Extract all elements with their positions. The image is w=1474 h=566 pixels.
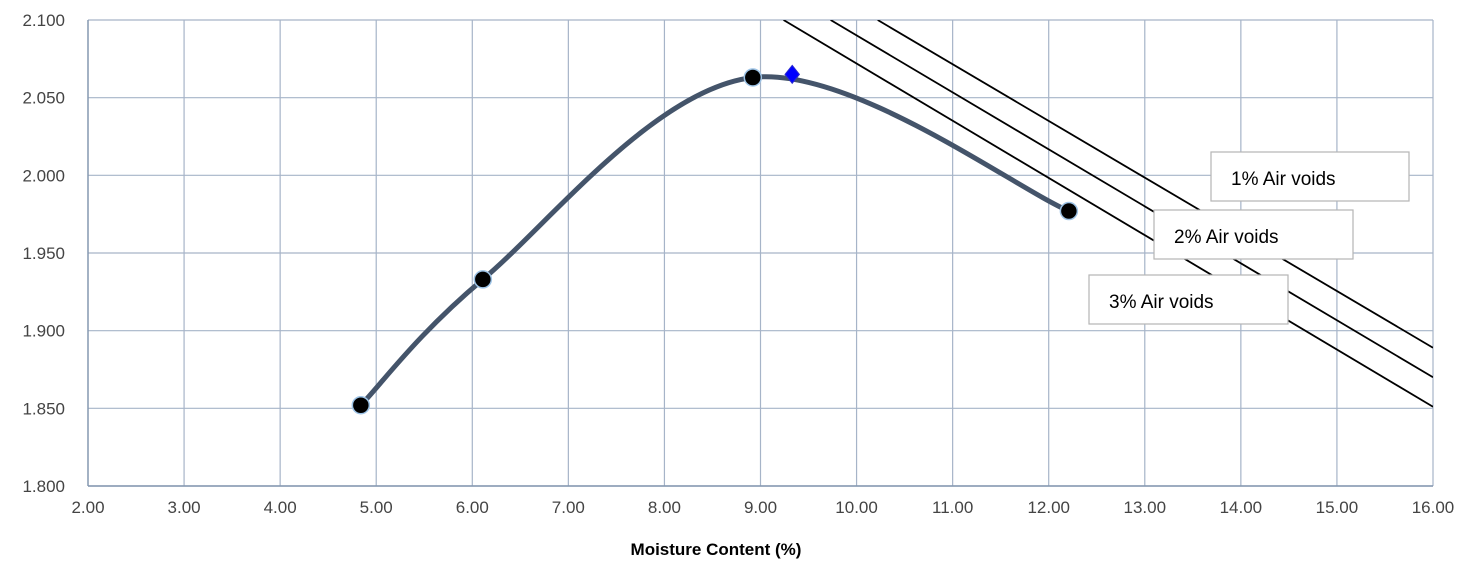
data-point	[473, 270, 493, 289]
label-box	[1210, 151, 1410, 202]
x-tick-label: 2.00	[71, 498, 104, 517]
x-tick-label: 10.00	[835, 498, 878, 517]
x-tick-label: 16.00	[1412, 498, 1455, 517]
data-point	[1059, 201, 1079, 221]
x-axis-label: Moisture Content (%)	[631, 540, 802, 559]
air-void-label: 2% Air voids	[1153, 209, 1354, 260]
x-tick-label: 3.00	[168, 498, 201, 517]
x-tick-label: 6.00	[456, 498, 489, 517]
air-void-labels: 1% Air voids 2% Air voids 3% Air voids	[1088, 151, 1410, 325]
y-tick-label: 1.800	[22, 477, 65, 496]
y-tick-label: 2.050	[22, 89, 65, 108]
x-tick-label: 8.00	[648, 498, 681, 517]
air-void-line	[783, 20, 1433, 408]
x-tick-label: 7.00	[552, 498, 585, 517]
x-tick-label: 4.00	[264, 498, 297, 517]
optimum-marker	[784, 64, 801, 85]
label-text: 2% Air voids	[1174, 227, 1279, 248]
data-point	[351, 395, 371, 415]
x-tick-label: 12.00	[1027, 498, 1070, 517]
tick-labels: 2.00 3.00 4.00 5.00 6.00 7.00 8.00 9.00 10.00 11.…	[22, 11, 1454, 517]
air-void-lines	[783, 20, 1433, 408]
air-void-line	[830, 20, 1433, 379]
air-void-label: 1% Air voids	[1210, 151, 1410, 202]
y-tick-label: 1.900	[22, 322, 65, 341]
x-tick-label: 13.00	[1124, 498, 1167, 517]
label-text: 1% Air voids	[1231, 169, 1336, 190]
label-box	[1153, 209, 1354, 260]
data-series	[351, 64, 1079, 415]
x-tick-label: 9.00	[744, 498, 777, 517]
air-void-line	[877, 20, 1433, 349]
x-tick-label: 11.00	[932, 498, 973, 517]
label-box	[1088, 274, 1289, 325]
y-tick-label: 2.000	[22, 166, 65, 185]
label-text: 3% Air voids	[1109, 292, 1214, 313]
x-tick-label: 14.00	[1220, 498, 1263, 517]
y-tick-label: 1.950	[22, 244, 65, 263]
y-tick-label: 1.850	[22, 399, 65, 418]
y-tick-label: 2.100	[22, 11, 65, 30]
compaction-curve	[358, 74, 1072, 408]
data-point	[743, 68, 763, 87]
x-tick-label: 15.00	[1316, 498, 1359, 517]
x-tick-label: 5.00	[360, 498, 393, 517]
air-void-label: 3% Air voids	[1088, 274, 1289, 325]
